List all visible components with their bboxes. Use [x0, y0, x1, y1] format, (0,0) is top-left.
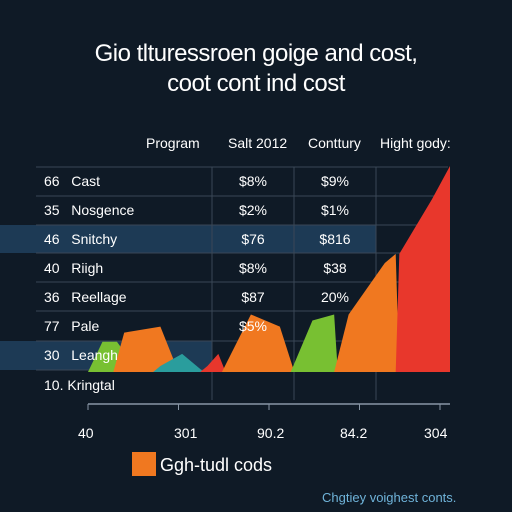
table-cell: $1% [320, 202, 350, 218]
x-tick-marks [87, 404, 441, 410]
area-series-7 [395, 166, 450, 372]
area-series-4 [221, 314, 295, 372]
column-header-salt-2012: Salt 2012 [228, 135, 288, 151]
row-number: 46 [44, 231, 60, 247]
footnote: Chgtiey voighest conts. [322, 490, 457, 505]
area-series-2 [153, 353, 204, 372]
chart-title-line-1: Gio tlturessroen goige and cost, [94, 40, 418, 67]
table-cell: $8% [238, 173, 268, 189]
highlight-row-snitchy [0, 225, 376, 253]
row-label: 30 Leangh [44, 347, 118, 363]
row-label: 66 Cast [44, 173, 100, 189]
row-name: Nosgence [71, 202, 135, 218]
row-name: Kringtal [67, 377, 115, 393]
row-number: 10. [44, 377, 64, 393]
area-series-group [88, 166, 450, 372]
area-series-6 [334, 253, 400, 372]
x-tick-label: 84.2 [340, 425, 368, 441]
x-tick-label: 304 [424, 425, 448, 441]
row-name: Cast [71, 173, 101, 189]
row-name: Leangh [71, 347, 118, 363]
row-label: 35 Nosgence [44, 202, 134, 218]
table-cell: $5% [238, 318, 268, 334]
row-label: 77 Pale [44, 318, 99, 334]
row-name: Snitchy [71, 231, 118, 247]
row-name: Riigh [71, 260, 104, 276]
row-number: 77 [44, 318, 60, 334]
table-cell: $8% [238, 260, 268, 276]
table-cell: $76 [241, 231, 265, 247]
row-number: 36 [44, 289, 60, 305]
x-tick-label: 90.2 [257, 425, 285, 441]
area-series-5 [290, 314, 338, 372]
row-number: 30 [44, 347, 60, 363]
table-cell: $38 [323, 260, 347, 276]
row-label: 46 Snitchy [44, 231, 117, 247]
row-label: 36 Reellage [44, 289, 127, 305]
table-cell: $87 [241, 289, 265, 305]
legend-label: Ggh-tudl cods [160, 455, 273, 475]
x-tick-label: 301 [174, 425, 198, 441]
column-header-hight-gody: Hight gody: [380, 135, 451, 151]
row-label: 10. Kringtal [44, 377, 115, 393]
legend-swatch [132, 452, 156, 476]
row-number: 66 [44, 173, 60, 189]
table-cell: 20% [320, 289, 350, 305]
table-cell: $9% [320, 173, 350, 189]
column-header-program: Program [146, 135, 200, 151]
row-number: 40 [44, 260, 60, 276]
row-name: Reellage [71, 289, 127, 305]
table-cell: $2% [238, 202, 268, 218]
chart-title-line-2: coot cont ind cost [167, 70, 345, 97]
table-cell: $816 [319, 231, 351, 247]
row-label: 40 Riigh [44, 260, 103, 276]
row-name: Pale [71, 318, 100, 334]
row-number: 35 [44, 202, 60, 218]
area-series-1 [113, 326, 179, 372]
column-header-conttury: Conttury [308, 135, 361, 151]
area-series-3 [200, 353, 226, 372]
x-tick-label: 40 [78, 425, 94, 441]
